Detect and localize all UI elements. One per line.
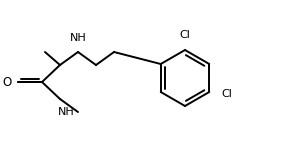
Text: NH: NH	[58, 107, 74, 117]
Text: Cl: Cl	[180, 30, 190, 40]
Text: NH: NH	[70, 33, 86, 43]
Text: O: O	[3, 76, 12, 88]
Text: Cl: Cl	[221, 89, 232, 99]
